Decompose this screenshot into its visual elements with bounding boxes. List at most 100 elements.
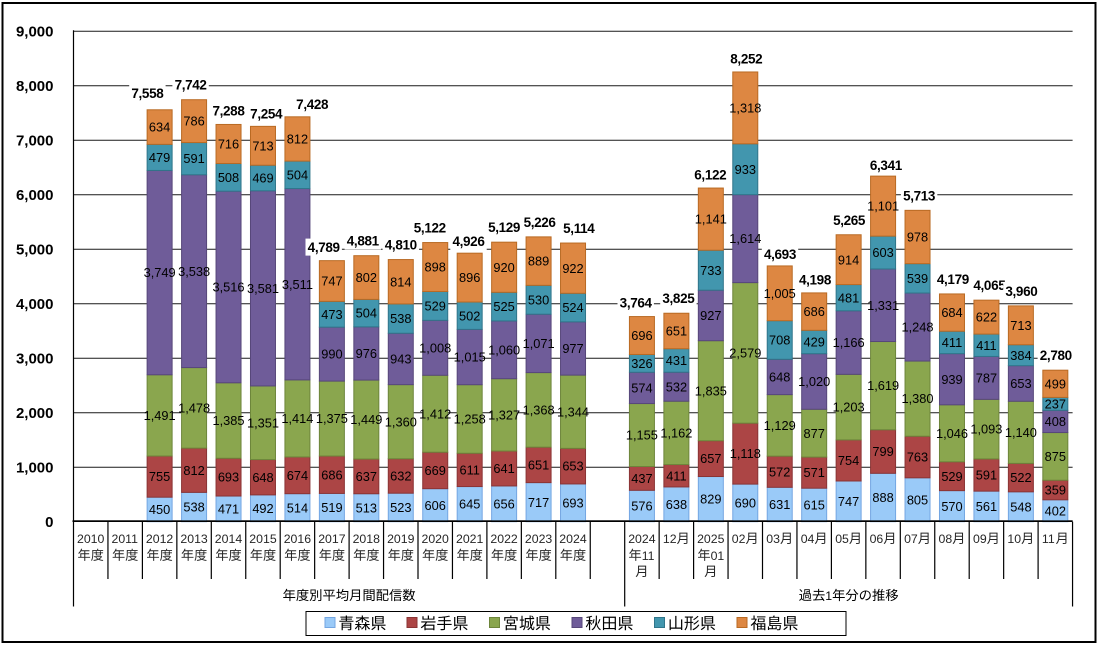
svg-text:651: 651 [666, 324, 687, 339]
svg-text:1,412: 1,412 [419, 406, 451, 421]
svg-text:1,162: 1,162 [660, 426, 692, 441]
svg-text:411: 411 [666, 468, 686, 483]
svg-text:7,000: 7,000 [16, 132, 54, 149]
svg-text:1,140: 1,140 [1005, 425, 1037, 440]
svg-text:622: 622 [976, 310, 997, 325]
svg-text:04: 04 [801, 532, 815, 546]
svg-text:693: 693 [218, 470, 239, 485]
svg-text:11: 11 [1042, 532, 1055, 546]
svg-text:651: 651 [528, 458, 549, 473]
svg-text:504: 504 [356, 306, 377, 321]
svg-text:747: 747 [321, 274, 342, 289]
svg-text:786: 786 [183, 114, 204, 129]
svg-text:1,141: 1,141 [695, 212, 727, 227]
svg-text:1,166: 1,166 [833, 335, 865, 350]
svg-text:1,008: 1,008 [419, 340, 451, 355]
svg-text:645: 645 [459, 497, 480, 512]
svg-text:1,375: 1,375 [316, 411, 348, 426]
svg-text:408: 408 [1045, 414, 1066, 429]
svg-text:1: 1 [825, 589, 832, 603]
svg-text:529: 529 [425, 299, 446, 314]
svg-text:939: 939 [941, 372, 962, 387]
svg-text:976: 976 [356, 346, 377, 361]
svg-text:920: 920 [493, 260, 514, 275]
svg-text:538: 538 [183, 500, 204, 515]
svg-text:2015: 2015 [249, 532, 277, 546]
svg-text:5,265: 5,265 [833, 213, 866, 228]
svg-text:10: 10 [1007, 532, 1021, 546]
svg-text:5,114: 5,114 [563, 221, 595, 236]
svg-text:4,693: 4,693 [764, 247, 797, 262]
svg-text:431: 431 [666, 353, 687, 368]
svg-text:525: 525 [493, 299, 514, 314]
svg-text:1,478: 1,478 [178, 400, 210, 415]
svg-text:1,318: 1,318 [729, 101, 761, 116]
svg-text:2022: 2022 [490, 532, 518, 546]
svg-text:684: 684 [941, 305, 962, 320]
svg-text:02: 02 [732, 532, 746, 546]
svg-text:927: 927 [700, 308, 721, 323]
svg-text:3,538: 3,538 [178, 264, 210, 279]
svg-text:479: 479 [149, 150, 170, 165]
svg-text:4,810: 4,810 [385, 238, 417, 253]
svg-text:532: 532 [666, 379, 687, 394]
svg-text:648: 648 [252, 470, 273, 485]
svg-text:2019: 2019 [387, 532, 415, 546]
svg-text:5,000: 5,000 [16, 241, 54, 258]
svg-text:402: 402 [1045, 503, 1066, 518]
svg-text:4,065: 4,065 [973, 278, 1006, 293]
svg-text:326: 326 [631, 356, 652, 371]
svg-text:508: 508 [218, 170, 239, 185]
svg-text:755: 755 [149, 469, 170, 484]
svg-text:8,000: 8,000 [16, 78, 54, 95]
svg-text:504: 504 [287, 167, 308, 182]
svg-text:637: 637 [356, 469, 377, 484]
svg-text:570: 570 [941, 499, 962, 514]
svg-text:574: 574 [631, 381, 652, 396]
svg-text:519: 519 [321, 500, 342, 515]
svg-text:561: 561 [976, 499, 997, 514]
svg-text:571: 571 [804, 465, 825, 480]
svg-text:1,071: 1,071 [523, 336, 555, 351]
svg-text:648: 648 [769, 370, 790, 385]
svg-text:787: 787 [976, 371, 997, 386]
svg-text:638: 638 [666, 497, 687, 512]
svg-text:524: 524 [562, 300, 583, 315]
svg-text:530: 530 [528, 292, 549, 307]
svg-text:896: 896 [459, 270, 480, 285]
svg-text:9,000: 9,000 [16, 23, 54, 40]
svg-text:0: 0 [45, 514, 53, 531]
svg-text:1,344: 1,344 [557, 404, 589, 419]
svg-text:502: 502 [459, 308, 480, 323]
svg-text:877: 877 [804, 426, 825, 441]
svg-text:513: 513 [356, 500, 377, 515]
svg-text:2024: 2024 [628, 532, 656, 546]
svg-text:2011: 2011 [112, 532, 139, 546]
svg-text:1,360: 1,360 [385, 414, 417, 429]
svg-text:6,122: 6,122 [694, 168, 726, 183]
svg-text:978: 978 [907, 230, 928, 245]
svg-text:2017: 2017 [318, 532, 346, 546]
svg-text:2,579: 2,579 [729, 346, 761, 361]
svg-text:591: 591 [183, 151, 204, 166]
svg-text:1,060: 1,060 [488, 342, 520, 357]
svg-text:411: 411 [976, 338, 996, 353]
svg-text:606: 606 [425, 498, 446, 513]
svg-text:3,764: 3,764 [620, 296, 653, 311]
svg-text:4,789: 4,789 [308, 240, 340, 255]
svg-text:2010: 2010 [77, 532, 105, 546]
svg-text:1,015: 1,015 [454, 350, 486, 365]
svg-text:2023: 2023 [525, 532, 553, 546]
svg-text:2012: 2012 [146, 532, 174, 546]
svg-text:754: 754 [838, 453, 859, 468]
svg-text:481: 481 [838, 290, 859, 305]
svg-text:898: 898 [425, 260, 446, 275]
svg-text:669: 669 [425, 463, 446, 478]
svg-text:09: 09 [973, 532, 987, 546]
svg-text:05: 05 [835, 532, 849, 546]
svg-text:805: 805 [907, 492, 928, 507]
svg-text:1,258: 1,258 [454, 412, 486, 427]
svg-text:1,155: 1,155 [626, 428, 658, 443]
svg-text:1,129: 1,129 [764, 418, 796, 433]
svg-text:2013: 2013 [180, 532, 208, 546]
